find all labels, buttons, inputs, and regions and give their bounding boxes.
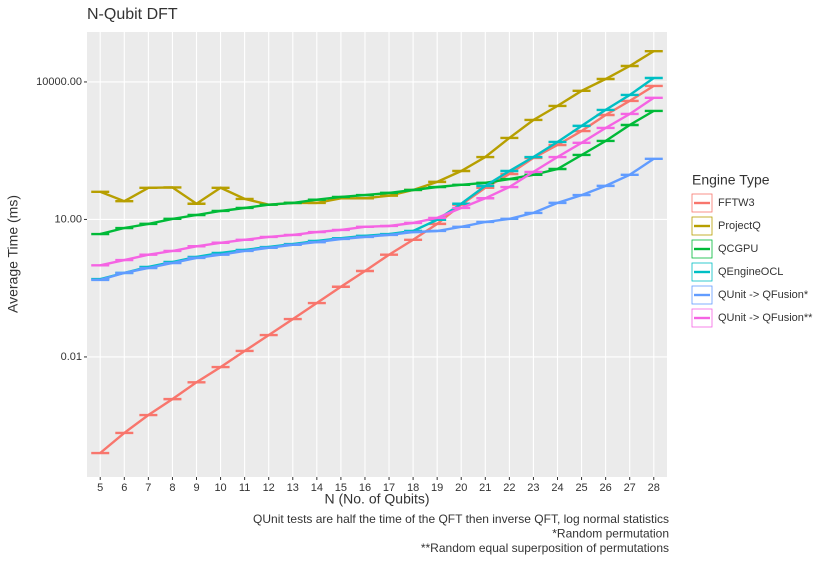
x-tick-label: 16 xyxy=(359,482,371,494)
x-tick-label: 22 xyxy=(503,482,515,494)
x-tick-label: 6 xyxy=(121,482,127,494)
x-tick-label: 12 xyxy=(263,482,275,494)
chart-title: N-Qubit DFT xyxy=(87,6,178,23)
x-tick-label: 18 xyxy=(407,482,419,494)
x-tick-label: 25 xyxy=(575,482,587,494)
footnote: *Random permutation xyxy=(552,527,669,541)
y-tick-label: 0.01 xyxy=(61,351,82,363)
legend-label: FFTW3 xyxy=(718,197,755,209)
y-axis-label: Average Time (ms) xyxy=(5,195,21,313)
x-tick-label: 21 xyxy=(479,482,491,494)
x-tick-label: 9 xyxy=(193,482,199,494)
x-tick-label: 23 xyxy=(527,482,539,494)
x-tick-label: 10 xyxy=(214,482,226,494)
x-tick-label: 27 xyxy=(624,482,636,494)
series-line xyxy=(99,50,655,206)
x-axis-label: N (No. of Qubits) xyxy=(324,491,429,507)
x-tick-label: 19 xyxy=(431,482,443,494)
legend-title: Engine Type xyxy=(692,172,770,188)
legend-label: QUnit -> QFusion** xyxy=(718,312,813,324)
x-tick-label: 24 xyxy=(551,482,563,494)
x-tick-label: 14 xyxy=(311,482,323,494)
y-tick-label: 10000.00 xyxy=(36,76,82,88)
x-tick-label: 20 xyxy=(455,482,467,494)
x-tick-label: 26 xyxy=(600,482,612,494)
legend-label: QCGPU xyxy=(718,243,758,255)
x-tick-label: 13 xyxy=(287,482,299,494)
y-tick-label: 10.00 xyxy=(54,213,82,225)
x-tick-label: 11 xyxy=(239,482,250,494)
x-tick-label: 17 xyxy=(383,482,395,494)
plot-panel xyxy=(87,32,667,477)
x-tick-label: 28 xyxy=(648,482,660,494)
x-tick-label: 15 xyxy=(335,482,347,494)
x-tick-label: 7 xyxy=(145,482,151,494)
legend-label: QEngineOCL xyxy=(718,266,783,278)
footnote: QUnit tests are half the time of the QFT… xyxy=(253,512,669,526)
legend-label: QUnit -> QFusion* xyxy=(718,289,809,301)
x-tick-label: 5 xyxy=(97,482,103,494)
legend-label: ProjectQ xyxy=(718,220,761,232)
x-tick-label: 8 xyxy=(169,482,175,494)
footnote: **Random equal superposition of permutat… xyxy=(421,541,669,555)
